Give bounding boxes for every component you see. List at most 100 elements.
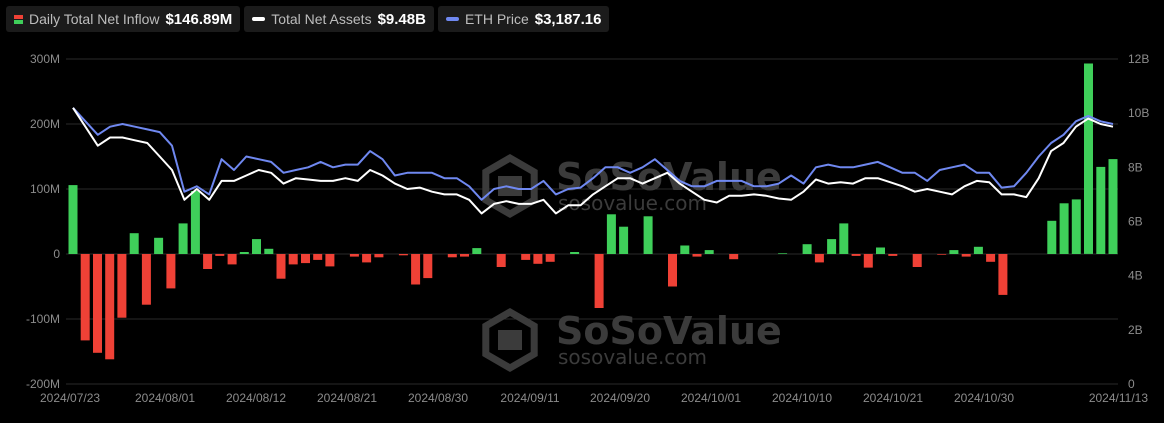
inflow-bar <box>154 237 164 254</box>
inflow-bar <box>863 254 873 268</box>
inflow-bar <box>704 250 714 254</box>
inflow-bar <box>1084 63 1093 254</box>
inflow-bar <box>680 245 690 254</box>
x-axis: 2024/07/23 2024/08/01 2024/08/12 2024/08/21… <box>40 391 1148 405</box>
inflow-bar <box>93 254 102 353</box>
logo-hexagon-icon <box>482 153 538 219</box>
inflow-bar <box>141 254 151 305</box>
inflow-bar <box>545 254 555 262</box>
watermark-url: sosovalue.com <box>558 191 707 215</box>
y-right-tick-label: 6B <box>1128 215 1143 229</box>
logo-core-icon <box>498 330 522 350</box>
y-axis-right: 12B 10B 8B 6B 4B 2B 0 <box>1128 52 1149 391</box>
inflow-bar <box>643 216 653 254</box>
y-left-tick-label: 100M <box>30 182 60 196</box>
inflow-bar <box>949 250 959 254</box>
y-left-tick-label: 0 <box>53 247 60 261</box>
y-left-tick-label: -100M <box>26 312 60 326</box>
inflow-bar <box>166 254 176 289</box>
inflow-bar <box>239 252 249 254</box>
inflow-bar <box>1071 199 1081 254</box>
x-tick-label: 2024/09/20 <box>590 391 650 405</box>
inflow-bar <box>411 254 421 285</box>
x-tick-label: 2024/08/30 <box>408 391 468 405</box>
inflow-bar <box>301 254 310 264</box>
y-left-tick-label: -200M <box>26 377 60 391</box>
inflow-bar <box>778 253 788 254</box>
inflow-bar <box>814 254 824 263</box>
logo-core-icon <box>498 176 522 196</box>
total-net-assets-line <box>72 107 1114 215</box>
inflow-bar <box>839 223 849 254</box>
legend-item-1[interactable]: Total Net Assets $9.48B <box>244 6 434 32</box>
legend: Daily Total Net Inflow $146.89M Total Net … <box>6 6 610 32</box>
y-left-tick-label: 200M <box>30 117 60 131</box>
legend-value: $3,187.16 <box>534 10 602 28</box>
inflow-bar <box>190 191 200 254</box>
watermarks: SoSoValuesosovalue.comSoSoValuesosovalue… <box>482 153 782 373</box>
legend-name: Daily Total Net Inflow <box>29 11 160 27</box>
y-left-tick-label: 300M <box>30 52 60 66</box>
inflow-bar <box>570 252 580 254</box>
inflow-bar <box>937 254 947 255</box>
inflow-bar <box>203 254 213 269</box>
legend-value: $146.89M <box>165 10 233 28</box>
inflow-bar <box>252 239 261 254</box>
x-tick-label: 2024/08/21 <box>317 391 377 405</box>
inflow-bar <box>606 214 616 254</box>
inflow-bar <box>264 248 274 254</box>
x-tick-label: 2024/08/01 <box>135 391 195 405</box>
inflow-bar <box>460 254 469 257</box>
watermark-brand: SoSoValue <box>556 309 782 353</box>
inflow-bars <box>68 63 1118 360</box>
inflow-bar <box>802 244 812 254</box>
legend-swatch <box>252 17 266 21</box>
y-right-tick-label: 8B <box>1128 160 1143 174</box>
legend-name: Total Net Assets <box>271 11 372 27</box>
inflow-bar <box>398 254 408 256</box>
x-tick-label: 2024/10/10 <box>772 391 832 405</box>
watermark-url: sosovalue.com <box>558 345 707 369</box>
inflow-bar <box>288 254 298 265</box>
inflow-bar <box>961 254 971 257</box>
inflow-bar <box>80 254 90 341</box>
inflow-bar <box>215 254 225 256</box>
y-right-tick-label: 10B <box>1128 106 1149 120</box>
inflow-bar <box>998 254 1008 295</box>
inflow-bar <box>68 185 78 254</box>
inflow-bar <box>129 233 139 254</box>
x-tick-label: 2024/09/11 <box>500 391 559 405</box>
inflow-bar <box>1047 220 1057 254</box>
inflow-bar <box>912 254 922 267</box>
legend-item-2[interactable]: ETH Price $3,187.16 <box>437 6 610 32</box>
series-lines <box>72 107 1114 215</box>
x-tick-label: 2024/08/12 <box>226 391 286 405</box>
legend-swatch <box>445 17 459 21</box>
inflow-bar <box>729 254 739 260</box>
x-tick-label: 2024/10/01 <box>681 391 741 405</box>
inflow-bar <box>227 254 237 265</box>
inflow-bar <box>827 239 837 254</box>
legend-swatch <box>14 14 23 24</box>
inflow-bar <box>1108 159 1118 254</box>
inflow-bar <box>447 254 457 258</box>
logo-hexagon-icon <box>482 307 538 373</box>
inflow-bar <box>423 254 433 279</box>
y-right-tick-label: 12B <box>1128 52 1149 66</box>
eth-price-line <box>72 107 1114 201</box>
inflow-bar <box>374 254 384 258</box>
inflow-bar <box>362 254 372 263</box>
inflow-bar <box>349 254 359 257</box>
inflow-bar <box>313 254 323 260</box>
legend-value: $9.48B <box>377 10 426 28</box>
inflow-bar <box>178 223 188 254</box>
inflow-bar <box>472 248 482 254</box>
inflow-bar <box>973 246 983 254</box>
legend-item-0[interactable]: Daily Total Net Inflow $146.89M <box>6 6 241 32</box>
inflow-bar <box>876 247 885 254</box>
inflow-bar <box>276 254 286 279</box>
inflow-bar <box>496 254 506 267</box>
inflow-bar <box>619 226 629 254</box>
